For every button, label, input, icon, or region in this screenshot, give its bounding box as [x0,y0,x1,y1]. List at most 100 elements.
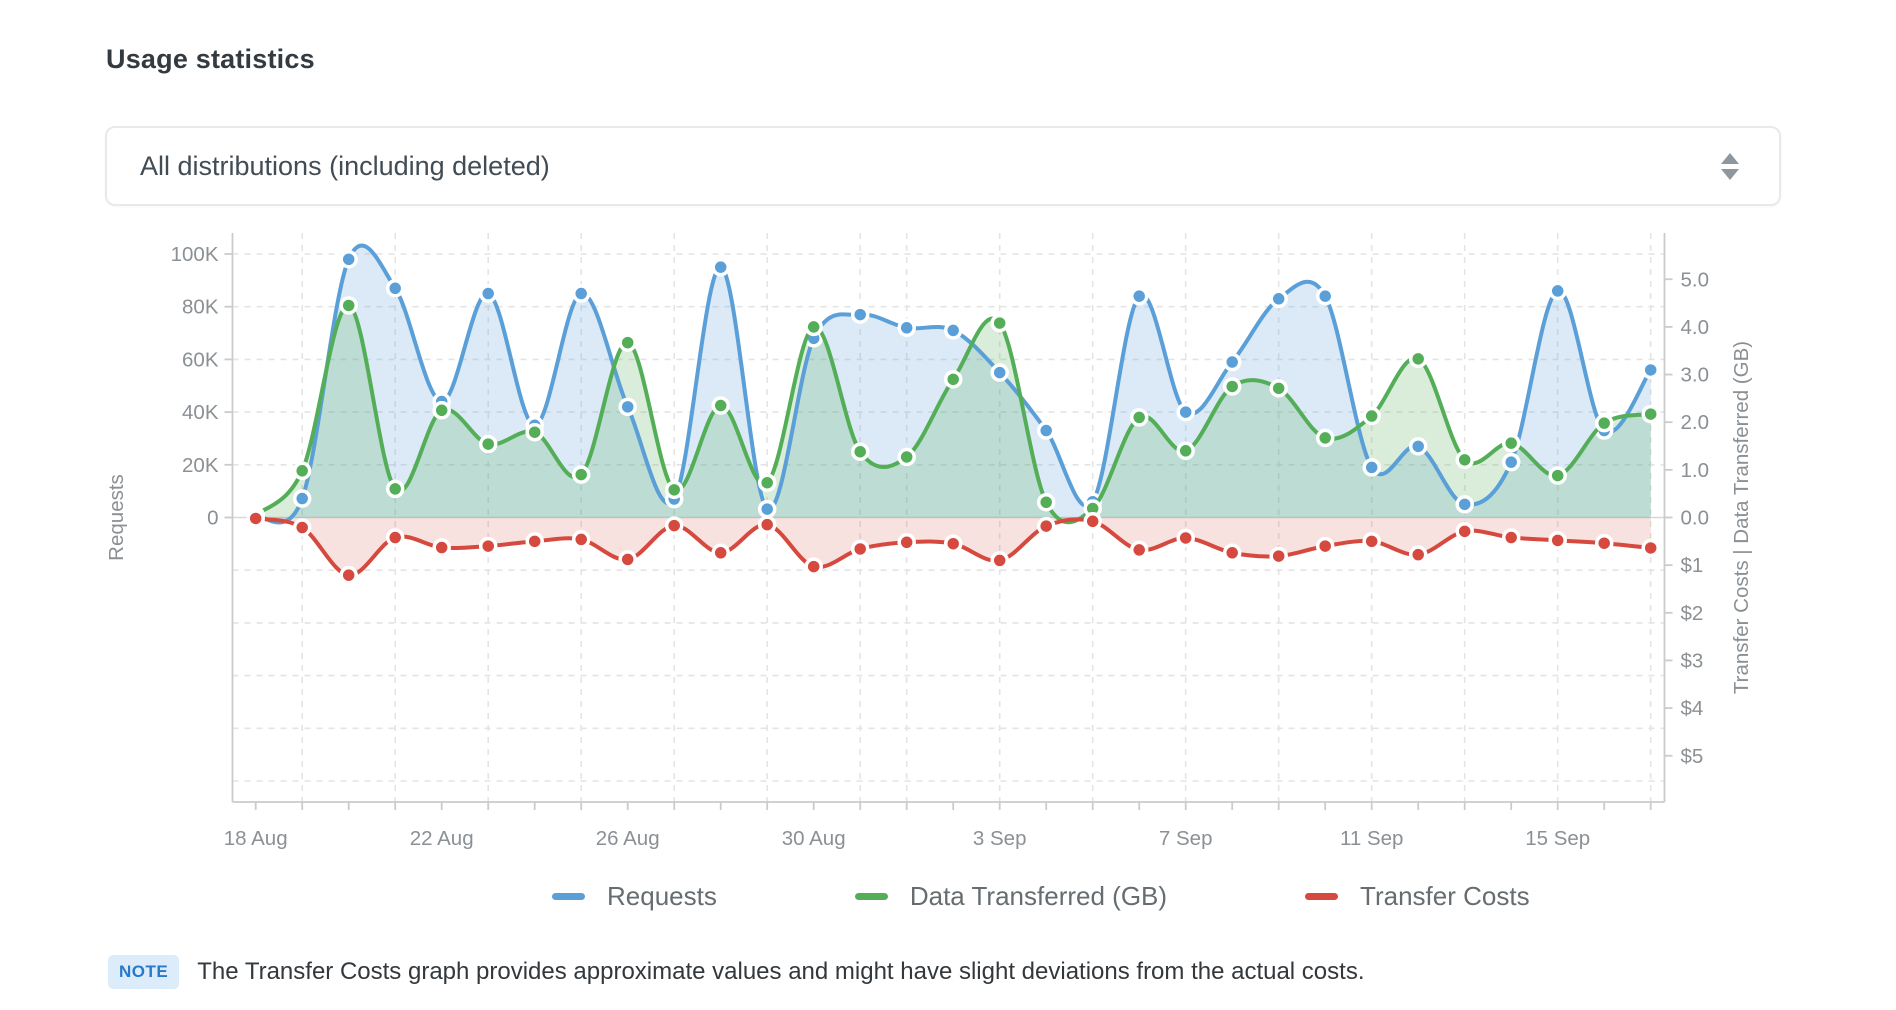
transfer-costs-point[interactable] [897,533,916,552]
requests-point[interactable] [1176,402,1195,422]
transfer-costs-point[interactable] [478,536,498,556]
requests-point[interactable] [1269,289,1288,309]
distribution-filter-select[interactable]: All distributions (including deleted) [105,126,1781,206]
data-transferred-point[interactable] [1362,406,1381,426]
data-transferred-point[interactable] [292,461,312,481]
data-transferred-point[interactable] [990,313,1009,333]
data-transferred-point[interactable] [1176,441,1195,461]
svg-text:7 Sep: 7 Sep [1159,827,1213,850]
transfer-costs-point[interactable] [1222,543,1242,563]
transfer-costs-point[interactable] [1269,546,1288,566]
chart-legend: Requests Data Transferred (GB) Transfer Co… [552,881,1530,912]
requests-point[interactable] [1362,458,1381,477]
transfer-costs-point[interactable] [525,532,544,551]
data-transferred-point[interactable] [1408,349,1428,369]
data-transferred-point[interactable] [850,442,870,461]
transfer-costs-point[interactable] [664,516,684,535]
data-transferred-point[interactable] [478,434,498,454]
data-transferred-point[interactable] [1315,428,1335,448]
transfer-costs-point[interactable] [1315,536,1335,556]
transfer-costs-point[interactable] [385,528,405,547]
data-transferred-point[interactable] [385,479,405,499]
transfer-costs-point[interactable] [1129,540,1149,560]
transfer-costs-point[interactable] [1176,528,1195,548]
requests-point[interactable] [1036,421,1056,440]
data-transferred-point[interactable] [432,401,451,420]
data-transferred-point[interactable] [804,317,823,337]
requests-point[interactable] [990,363,1009,382]
data-transferred-point[interactable] [1129,408,1149,427]
transfer-costs-point[interactable] [292,518,312,537]
requests-point[interactable] [1222,352,1242,372]
legend-item-data-transferred: Data Transferred (GB) [854,881,1167,912]
data-transferred-point[interactable] [525,422,544,442]
data-transferred-point[interactable] [1548,466,1567,485]
data-transferred-point[interactable] [897,447,916,467]
transfer-costs-point[interactable] [804,557,823,576]
svg-text:0.0: 0.0 [1681,507,1710,530]
requests-point[interactable] [618,397,637,417]
data-transferred-point[interactable] [757,473,777,492]
data-transferred-point[interactable] [664,480,684,500]
requests-point[interactable] [292,489,312,508]
requests-point[interactable] [1501,452,1521,472]
svg-text:20K: 20K [182,454,219,477]
svg-text:26 Aug: 26 Aug [596,827,660,850]
data-transferred-point[interactable] [943,370,963,389]
transfer-costs-point[interactable] [1408,545,1428,564]
transfer-costs-point[interactable] [246,509,265,528]
transfer-costs-point[interactable] [618,550,637,569]
requests-point[interactable] [1548,281,1567,301]
transfer-costs-point[interactable] [1548,531,1567,550]
data-transferred-point[interactable] [1501,433,1521,453]
requests-point[interactable] [897,318,916,338]
svg-text:$4: $4 [1681,697,1704,720]
svg-text:3 Sep: 3 Sep [973,827,1027,850]
requests-point[interactable] [339,250,358,269]
data-transferred-point[interactable] [571,465,591,484]
svg-text:$5: $5 [1681,745,1704,768]
requests-point[interactable] [478,284,498,303]
data-transferred-point[interactable] [1269,379,1288,398]
requests-legend-label: Requests [607,881,717,911]
requests-point[interactable] [711,257,730,277]
svg-text:11 Sep: 11 Sep [1340,827,1403,850]
transfer-costs-point[interactable] [757,515,777,534]
requests-point[interactable] [1408,437,1428,456]
select-updown-icon [1721,152,1739,180]
data-transferred-point[interactable] [1594,413,1614,433]
requests-point[interactable] [850,305,870,324]
transfer-costs-point[interactable] [1036,516,1056,536]
transfer-costs-point[interactable] [1083,512,1102,531]
data-transferred-point[interactable] [339,296,358,315]
transfer-costs-point[interactable] [1362,532,1381,551]
transfer-costs-point[interactable] [432,538,451,557]
transfer-costs-point[interactable] [1641,538,1660,558]
svg-text:2.0: 2.0 [1681,411,1710,434]
requests-point[interactable] [1129,286,1149,306]
data-transferred-point[interactable] [1455,450,1474,470]
transfer-costs-point[interactable] [711,543,730,563]
requests-point[interactable] [943,321,963,340]
data-transferred-point[interactable] [618,333,637,352]
data-transferred-point[interactable] [1641,404,1660,424]
requests-point[interactable] [757,499,777,519]
requests-point[interactable] [1455,495,1474,514]
requests-point[interactable] [1315,286,1335,306]
transfer-costs-point[interactable] [1501,528,1521,547]
data-transferred-point[interactable] [1036,493,1056,512]
data-transferred-point[interactable] [711,396,730,415]
transfer-costs-point[interactable] [339,565,358,585]
requests-point[interactable] [1641,360,1660,380]
transfer-costs-point[interactable] [943,534,963,553]
transfer-costs-point[interactable] [990,551,1009,570]
requests-point[interactable] [385,279,405,298]
legend-item-requests: Requests [552,881,717,912]
transfer-costs-point[interactable] [1455,522,1474,541]
transfer-costs-point[interactable] [1594,533,1614,553]
transfer-costs-point[interactable] [850,539,870,559]
data-transferred-point[interactable] [1222,377,1242,396]
transfer-costs-point[interactable] [571,530,591,549]
requests-point[interactable] [571,284,591,303]
left-axis-title: Requests [105,474,128,561]
